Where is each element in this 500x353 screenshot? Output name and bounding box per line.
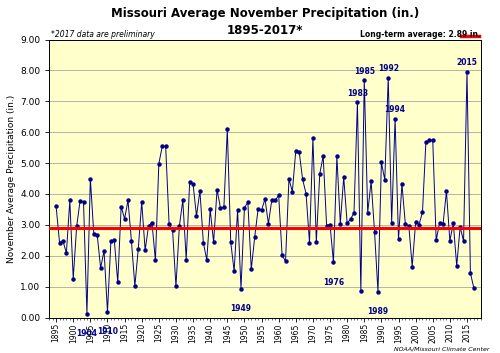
- Text: 2015: 2015: [456, 59, 477, 67]
- Text: 1904: 1904: [76, 329, 98, 338]
- Text: *2017 data are preliminary: *2017 data are preliminary: [52, 30, 155, 39]
- Text: 1949: 1949: [230, 304, 252, 313]
- Title: Missouri Average November Precipitation (in.)
1895-2017*: Missouri Average November Precipitation …: [111, 7, 419, 37]
- Text: Long-term average: 2.89 in.: Long-term average: 2.89 in.: [360, 30, 481, 39]
- Text: 1992: 1992: [378, 64, 398, 73]
- Text: NOAA/Missouri Climate Center: NOAA/Missouri Climate Center: [394, 346, 490, 351]
- Text: 1976: 1976: [323, 277, 344, 287]
- Y-axis label: November Average Precipitation (in.): November Average Precipitation (in.): [7, 94, 16, 263]
- Text: 1985: 1985: [354, 67, 375, 76]
- Text: 1989: 1989: [368, 307, 388, 316]
- Text: 1994: 1994: [384, 106, 406, 114]
- Text: 1983: 1983: [347, 89, 368, 98]
- Text: 1910: 1910: [97, 327, 118, 336]
